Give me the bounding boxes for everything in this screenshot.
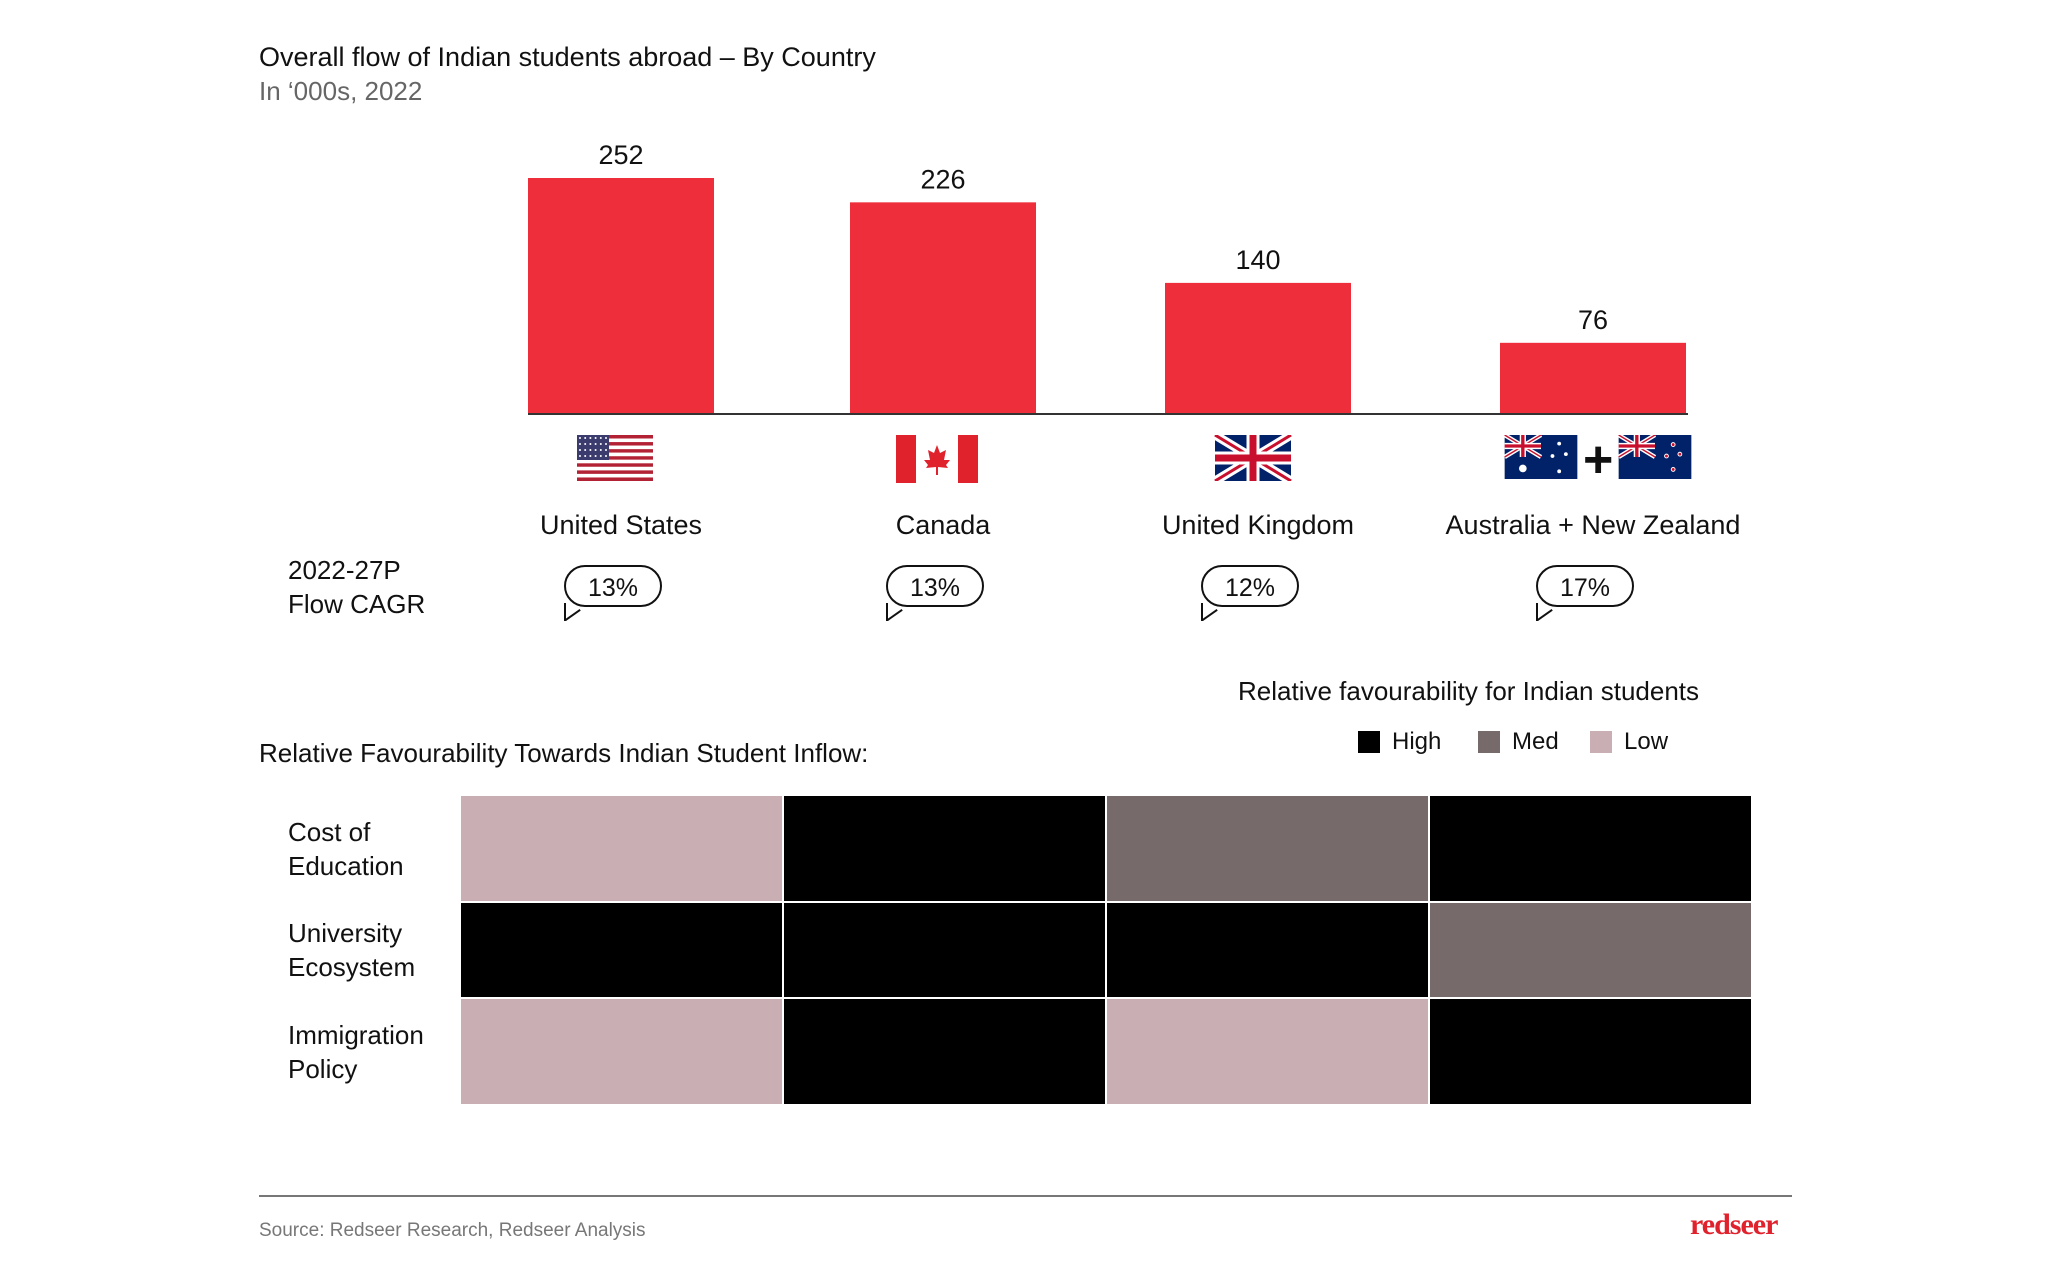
- flag-group: +: [1503, 430, 1693, 489]
- value-label: 252: [598, 140, 643, 170]
- legend-title: Relative favourability for Indian studen…: [1238, 676, 1700, 706]
- heatmap-cell-high: [783, 795, 1106, 902]
- bubble-tail: [1536, 603, 1552, 621]
- cagr-value: 13%: [909, 574, 961, 602]
- value-label: 76: [1578, 305, 1608, 335]
- country-label: Canada: [895, 510, 991, 540]
- heatmap-cell-low: [460, 998, 783, 1105]
- row-label-line: Policy: [288, 1053, 358, 1084]
- bar-chart: 252 226 140 76: [528, 140, 1688, 415]
- heatmap-cell-high: [783, 998, 1106, 1105]
- row-label: University Ecosystem: [288, 916, 415, 984]
- row-label: Immigration Policy: [288, 1018, 424, 1086]
- bar: [1165, 282, 1351, 414]
- legend-label: Low: [1624, 728, 1669, 755]
- cagr-value: 17%: [1559, 574, 1611, 602]
- bubble-tail: [564, 603, 580, 621]
- uk-flag-icon: [1212, 431, 1294, 486]
- heatmap-cell-low: [460, 795, 783, 902]
- cagr-label-line: 2022-27P: [288, 555, 401, 585]
- cagr-value: 13%: [587, 574, 639, 602]
- bar: [528, 178, 714, 414]
- cagr-bubble: 13%: [564, 565, 662, 621]
- heatmap-cell-med: [1429, 902, 1752, 998]
- chart-subtitle: In ‘000s, 2022: [259, 76, 423, 106]
- new-zealand-flag-icon: [1617, 433, 1693, 484]
- legend-item: Med: [1478, 728, 1559, 756]
- bar: [850, 202, 1036, 414]
- bar: [1500, 342, 1686, 414]
- row-label-line: University: [288, 918, 403, 948]
- cagr-bubble: 17%: [1536, 565, 1634, 621]
- legend-label: Med: [1512, 728, 1559, 755]
- row-label-line: Cost of: [288, 816, 371, 847]
- country-label: Australia + New Zealand: [1445, 510, 1741, 540]
- source-note: Source: Redseer Research, Redseer Analys…: [259, 1220, 646, 1241]
- value-label: 226: [920, 164, 965, 194]
- legend-swatch: [1590, 731, 1612, 753]
- bubble-tail: [1201, 603, 1217, 621]
- heatmap-cell-high: [1106, 902, 1429, 998]
- heatmap-cell-high: [1429, 795, 1752, 902]
- legend-swatch: [1358, 731, 1380, 753]
- flag-group: [1212, 431, 1294, 486]
- cagr-label-line: Flow CAGR: [288, 589, 426, 619]
- footer-divider: [259, 1195, 1792, 1197]
- country-label: United States: [539, 510, 703, 540]
- heatmap-cell-high: [783, 902, 1106, 998]
- cagr-label: 2022-27P Flow CAGR: [288, 553, 425, 621]
- row-label-line: Ecosystem: [288, 952, 416, 982]
- heatmap-cell-high: [1429, 998, 1752, 1105]
- heatmap-cell-high: [460, 902, 783, 998]
- legend-item: Low: [1590, 728, 1668, 756]
- redseer-logo: redseer: [1690, 1208, 1778, 1241]
- row-label-line: Education: [288, 850, 404, 881]
- heatmap-cell-med: [1106, 795, 1429, 902]
- flag-group: [577, 435, 653, 486]
- chart-title: Overall flow of Indian students abroad –…: [259, 42, 876, 72]
- plus-icon: +: [1583, 430, 1614, 489]
- legend-item: High: [1358, 728, 1441, 756]
- legend-swatch: [1478, 731, 1500, 753]
- flag-group: [896, 435, 978, 488]
- row-label-line: Immigration: [288, 1019, 424, 1050]
- heatmap-title: Relative Favourability Towards Indian St…: [259, 738, 869, 768]
- legend-label: High: [1392, 728, 1442, 755]
- australia-flag-icon: [1503, 433, 1579, 484]
- bubble-tail: [886, 603, 902, 621]
- country-label: United Kingdom: [1161, 510, 1355, 540]
- canada-flag-icon: [896, 435, 978, 488]
- row-label: Cost of Education: [288, 815, 404, 883]
- cagr-bubble: 12%: [1201, 565, 1299, 621]
- cagr-bubble: 13%: [886, 565, 984, 621]
- heatmap-cell-low: [1106, 998, 1429, 1105]
- us-flag-icon: [577, 435, 653, 486]
- cagr-value: 12%: [1224, 574, 1276, 602]
- value-label: 140: [1235, 245, 1280, 275]
